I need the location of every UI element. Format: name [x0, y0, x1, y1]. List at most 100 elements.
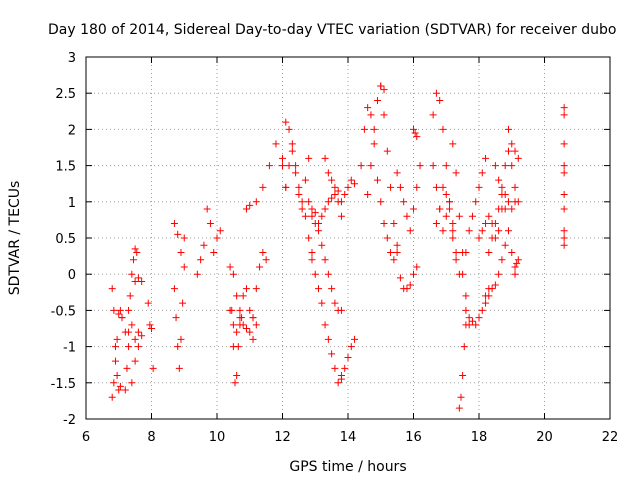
data-point — [560, 104, 568, 112]
grid — [86, 57, 610, 419]
data-point — [179, 299, 187, 307]
data-point — [478, 169, 486, 177]
data-point — [295, 191, 303, 199]
data-point — [175, 364, 183, 372]
data-point — [560, 169, 568, 177]
data-point — [311, 209, 319, 217]
series-s14 — [249, 248, 270, 322]
data-point — [301, 176, 309, 184]
data-point — [295, 183, 303, 191]
data-point — [380, 86, 388, 94]
data-point — [126, 292, 134, 300]
data-point — [511, 270, 519, 278]
data-point — [321, 321, 329, 329]
y-tick-label: 1.5 — [55, 160, 76, 175]
data-point — [377, 198, 385, 206]
series-s28 — [429, 89, 457, 242]
data-point — [233, 292, 241, 300]
data-point — [272, 140, 280, 148]
series-s22 — [321, 154, 345, 220]
data-point — [495, 205, 503, 213]
data-point — [113, 335, 121, 343]
x-tick-label: 20 — [536, 430, 553, 445]
data-point — [138, 277, 146, 285]
data-point — [337, 372, 345, 380]
data-point — [360, 125, 368, 133]
data-point — [226, 306, 234, 314]
data-point — [328, 350, 336, 358]
data-point — [513, 259, 521, 267]
data-point — [308, 256, 316, 264]
data-point — [234, 343, 242, 351]
data-point — [134, 343, 142, 351]
data-point — [478, 227, 486, 235]
data-point — [380, 111, 388, 119]
data-point — [462, 306, 470, 314]
data-point — [115, 386, 123, 394]
y-tick-label: 0 — [68, 268, 76, 283]
data-point — [351, 180, 359, 188]
series-s34 — [459, 154, 490, 278]
data-point — [282, 183, 290, 191]
data-point — [491, 162, 499, 170]
data-point — [172, 314, 180, 322]
data-point — [459, 372, 467, 380]
data-point — [116, 382, 124, 390]
data-point — [236, 314, 244, 322]
series-s09 — [170, 220, 188, 256]
data-point — [485, 212, 493, 220]
data-point — [144, 299, 152, 307]
data-point — [364, 191, 372, 199]
data-point — [110, 306, 118, 314]
series-s25 — [364, 140, 401, 264]
data-point — [216, 227, 224, 235]
y-tick-label: 1 — [68, 196, 76, 211]
data-point — [321, 205, 329, 213]
data-point — [488, 234, 496, 242]
data-point — [452, 169, 460, 177]
data-point — [233, 328, 241, 336]
data-point — [351, 335, 359, 343]
data-point — [475, 183, 483, 191]
y-tick-label: 0.5 — [55, 232, 76, 247]
series-s37 — [491, 162, 519, 278]
data-point — [413, 133, 421, 141]
data-point — [134, 328, 142, 336]
data-point — [462, 292, 470, 300]
data-point — [400, 198, 408, 206]
data-point — [478, 306, 486, 314]
data-point — [498, 191, 506, 199]
data-point — [383, 234, 391, 242]
data-point — [170, 220, 178, 228]
data-point — [108, 393, 116, 401]
data-point — [288, 140, 296, 148]
data-point — [148, 325, 155, 332]
data-point — [504, 125, 512, 133]
data-point — [252, 321, 260, 329]
data-point — [387, 183, 395, 191]
series-s12 — [226, 285, 260, 343]
data-point — [318, 299, 326, 307]
series-s26 — [393, 162, 424, 235]
x-tick-label: 6 — [82, 430, 90, 445]
data-point — [498, 183, 506, 191]
data-point — [174, 230, 182, 238]
data-point — [432, 89, 440, 97]
data-point — [514, 256, 522, 264]
data-point — [449, 220, 457, 228]
data-point — [442, 191, 450, 199]
data-point — [116, 306, 124, 314]
data-point — [396, 183, 404, 191]
series-s32 — [462, 285, 493, 329]
data-point — [252, 285, 260, 293]
data-point — [123, 364, 131, 372]
data-point — [347, 176, 355, 184]
data-point — [504, 227, 512, 235]
data-point — [285, 125, 293, 133]
data-point — [331, 364, 339, 372]
data-point — [233, 372, 241, 380]
data-point — [344, 183, 352, 191]
data-point — [472, 198, 480, 206]
data-point — [341, 191, 349, 199]
data-point — [495, 176, 503, 184]
